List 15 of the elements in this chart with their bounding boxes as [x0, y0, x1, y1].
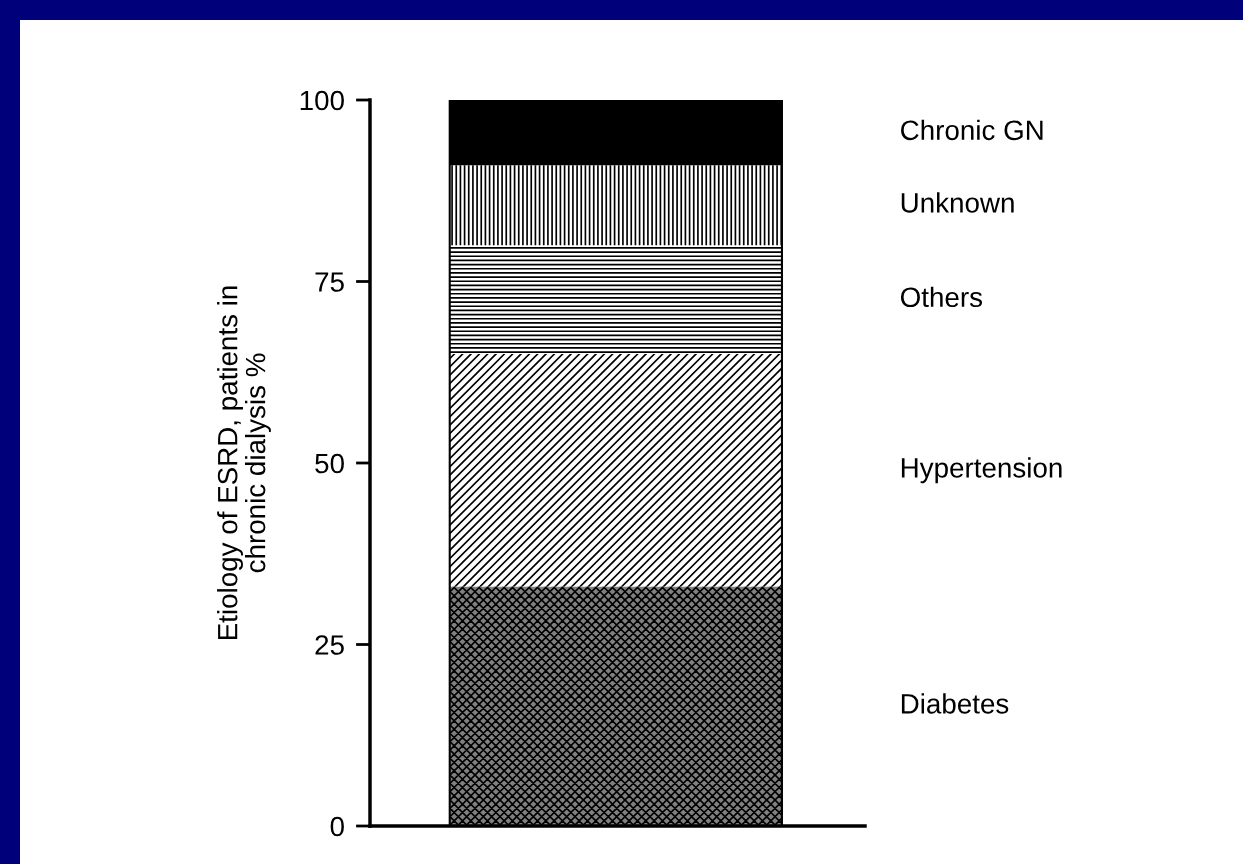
bar	[449, 165, 782, 246]
text: Hypertension	[901, 457, 1062, 484]
text: Others	[900, 286, 983, 308]
text: Unknown	[901, 192, 1014, 213]
y-tick-label: 50	[315, 453, 344, 474]
text: Diabetes	[901, 693, 1009, 714]
y-tick-label: 100	[300, 90, 344, 111]
y-tick-label: 25	[315, 635, 344, 655]
y-tick-label: 0	[330, 816, 344, 837]
bar	[449, 586, 782, 826]
y-tick-label: 75	[315, 272, 344, 292]
y-axis-title: Etiology of ESRD, patients in chronic dialysis %	[217, 286, 271, 640]
bar	[449, 245, 782, 355]
bar	[449, 354, 782, 587]
text: Chronic GN	[901, 119, 1043, 141]
